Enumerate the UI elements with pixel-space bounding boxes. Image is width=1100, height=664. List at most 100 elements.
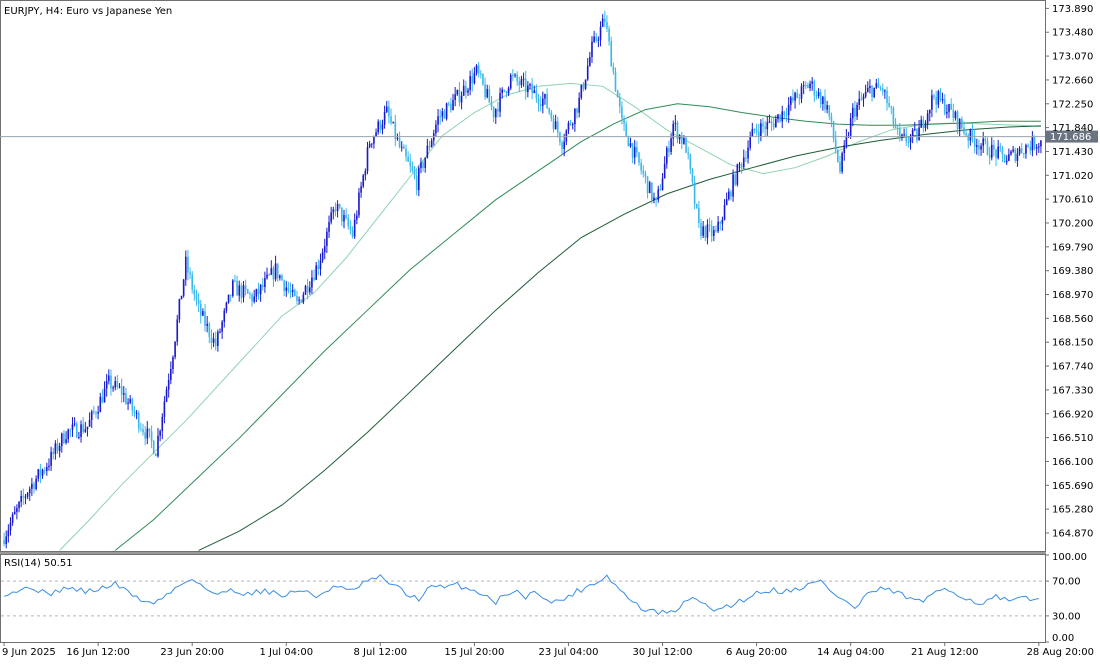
candle-body: [648, 182, 651, 194]
candle-body: [552, 118, 555, 130]
candle-body: [657, 189, 660, 200]
candle-body: [16, 508, 18, 512]
candle-body: [676, 122, 679, 140]
candle-body: [886, 90, 888, 104]
candle-body: [640, 162, 642, 171]
candle-body: [907, 141, 910, 143]
time-tick-label: 1 Jul 04:00: [259, 647, 313, 658]
candle-body: [663, 163, 666, 179]
candle-body: [82, 424, 84, 432]
price-tick-label: 173.890: [1052, 4, 1093, 15]
candle-body: [462, 85, 465, 96]
candle-body: [946, 112, 948, 114]
candle-body: [973, 137, 976, 147]
candle-body: [939, 91, 942, 101]
candle-body: [80, 424, 82, 437]
candle-body: [189, 272, 191, 275]
candle-body: [137, 412, 140, 429]
candle-body: [571, 124, 574, 126]
candle-body: [244, 285, 247, 290]
candle-body: [110, 375, 112, 389]
candle-body: [465, 85, 467, 93]
candle-body: [101, 396, 104, 403]
candle-body: [911, 129, 914, 137]
chart-title: EURJPY, H4: Euro vs Japanese Yen: [4, 6, 172, 17]
candle-body: [422, 162, 424, 169]
candle-body: [28, 488, 31, 494]
candle-body: [276, 263, 279, 278]
candle-body: [1035, 147, 1038, 149]
time-tick-label: 23 Jul 04:00: [538, 647, 598, 658]
candle-body: [238, 285, 241, 296]
candle-body: [710, 225, 713, 236]
candle-body: [63, 433, 65, 443]
candle-body: [760, 123, 762, 137]
candle-body: [437, 116, 439, 125]
candle-body: [890, 106, 893, 108]
candle-body: [396, 137, 399, 139]
candle-body: [997, 146, 999, 159]
candle-body: [332, 209, 335, 213]
candle-body: [447, 103, 450, 105]
candle-body: [599, 26, 602, 40]
candle-body: [95, 412, 97, 414]
candle-body: [849, 118, 852, 136]
price-tick-label: 165.280: [1052, 505, 1093, 516]
time-axis: 9 Jun 2025 16 Jun 12:00 23 Jun 20:00 1 Jul …: [2, 642, 1094, 658]
candle-body: [240, 285, 243, 298]
candle-body: [719, 221, 722, 224]
candle-body: [529, 84, 531, 86]
candle-body: [129, 398, 132, 403]
candle-body: [544, 94, 546, 99]
candle-body: [824, 96, 826, 110]
candle-body: [306, 285, 309, 293]
candle-body: [922, 119, 925, 128]
candle-body: [191, 274, 194, 290]
candle-body: [469, 76, 471, 91]
candle-body: [980, 145, 982, 150]
candle-body: [454, 94, 456, 101]
candle-body: [869, 86, 871, 88]
current-price-badge: [1046, 130, 1098, 143]
candle-body: [477, 65, 480, 74]
candle-body: [11, 514, 14, 523]
candle-body: [625, 123, 627, 137]
candle-body: [730, 191, 732, 197]
candle-body: [441, 111, 444, 117]
candle-body: [199, 303, 202, 316]
candle-body: [381, 124, 384, 130]
candle-body: [261, 284, 264, 287]
candle-body: [426, 145, 429, 158]
candle-body: [839, 161, 841, 172]
candle-body: [424, 157, 427, 169]
candle-body: [499, 93, 501, 112]
candle-body: [1031, 137, 1034, 151]
candle-body: [668, 148, 670, 153]
candle-body: [214, 338, 217, 347]
candle-body: [734, 174, 737, 185]
candle-body: [43, 469, 46, 471]
candle-body: [259, 284, 262, 295]
candle-body: [75, 423, 78, 438]
candle-body: [514, 74, 516, 76]
candle-body: [253, 296, 256, 302]
candle-body: [550, 112, 553, 119]
candle-body: [871, 86, 873, 98]
candle-body: [653, 197, 655, 201]
price-tick-label: 164.870: [1052, 528, 1093, 539]
candle-body: [308, 287, 311, 293]
price-tick-label: 167.740: [1052, 362, 1093, 373]
candle-body: [93, 411, 95, 413]
time-tick-label: 6 Aug 20:00: [726, 647, 787, 658]
candle-body: [937, 91, 940, 105]
candle-body: [97, 412, 99, 414]
candle-body: [120, 386, 123, 395]
candle-body: [554, 121, 557, 130]
candle-body: [586, 65, 589, 80]
candle-body: [633, 147, 636, 158]
candle-body: [834, 138, 837, 151]
candle-body: [452, 100, 454, 111]
candle-body: [781, 111, 784, 122]
candle-body: [984, 138, 987, 142]
candle-body: [48, 465, 50, 468]
